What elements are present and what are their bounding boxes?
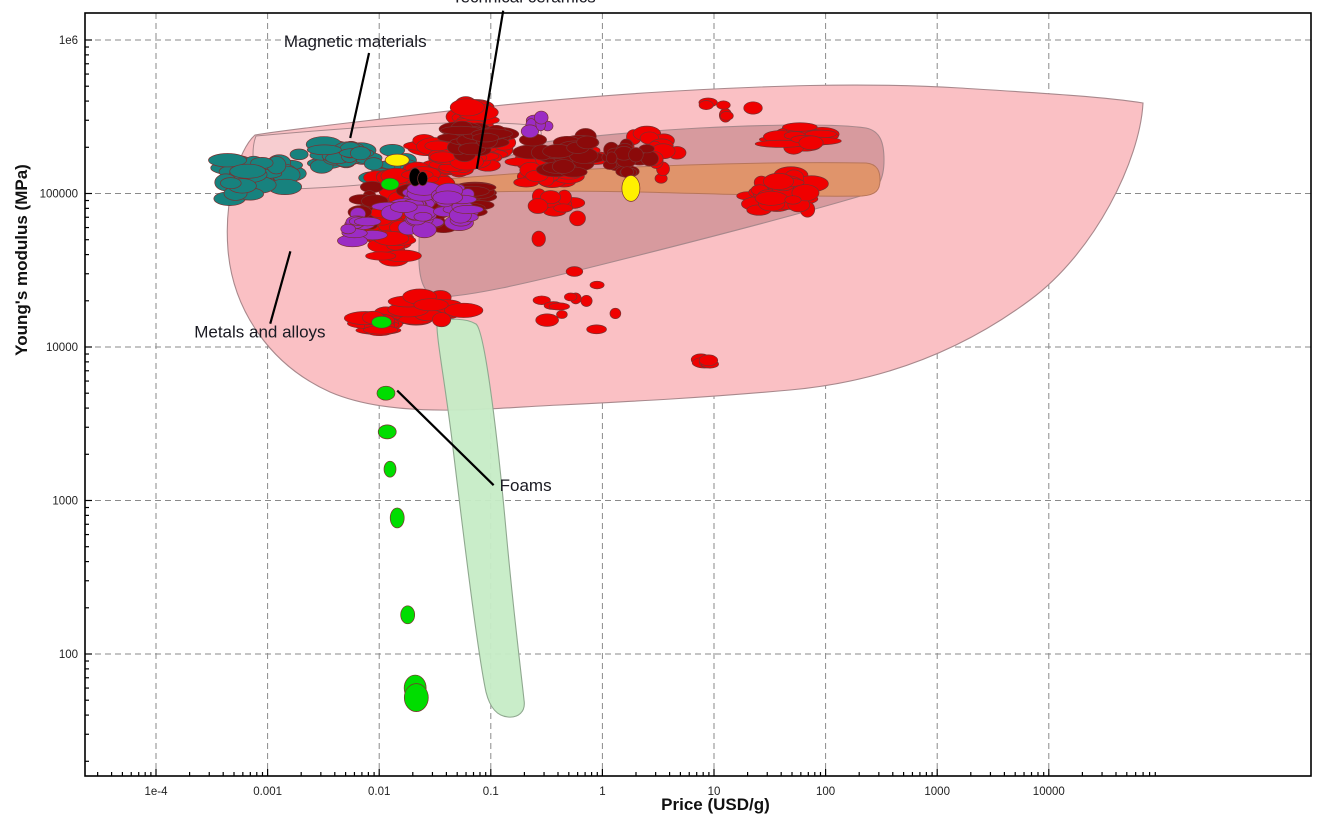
data-point	[621, 175, 641, 202]
data-point	[553, 203, 574, 213]
annotations: Magnetic materials Technical ceramics Meta…	[194, 0, 595, 495]
annotation-label: Foams	[500, 476, 552, 495]
x-tick-label: 0.001	[253, 786, 282, 798]
axis-tick-labels: 1e-4 0.001 0.01 0.1 1 10 100 1000 10000 1e6 100000…	[40, 35, 1065, 798]
plot-frame	[84, 12, 1312, 777]
data-point	[564, 292, 578, 302]
data-point	[605, 151, 618, 165]
data-point	[520, 124, 539, 139]
data-point	[628, 147, 644, 163]
data-point	[565, 266, 584, 277]
y-tick-label: 100	[59, 649, 78, 661]
data-point	[548, 302, 570, 311]
data-point	[535, 313, 559, 327]
annotation-leader-line	[269, 251, 292, 324]
data-point	[384, 153, 410, 167]
y-tick-label: 1e6	[59, 35, 78, 47]
x-tick-label: 1000	[924, 786, 950, 798]
data-point	[784, 195, 802, 205]
x-tick-label: 1e-4	[144, 786, 168, 798]
data-point	[719, 111, 734, 121]
data-point	[377, 424, 397, 440]
x-tick-label: 0.1	[483, 786, 499, 798]
x-tick-label: 10000	[1033, 786, 1065, 798]
data-point	[569, 210, 586, 227]
data-point	[431, 312, 452, 328]
data-point	[532, 295, 551, 305]
y-tick-label: 1000	[52, 496, 78, 508]
data-point	[403, 683, 429, 712]
data-point	[576, 135, 599, 150]
data-point	[289, 148, 309, 161]
data-point	[449, 98, 485, 117]
data-point	[353, 216, 382, 227]
data-point	[586, 324, 607, 335]
data-point	[413, 298, 449, 312]
data-point	[531, 230, 546, 247]
data-point	[533, 110, 549, 125]
data-point	[798, 135, 824, 151]
data-point	[472, 132, 500, 143]
data-point	[540, 190, 562, 205]
data-point	[376, 385, 396, 401]
data-point	[432, 190, 463, 205]
data-point	[208, 153, 247, 168]
data-point	[782, 122, 818, 132]
data-point	[527, 198, 549, 214]
data-bubbles	[208, 96, 842, 712]
envelope-foams	[436, 318, 525, 718]
data-point	[754, 191, 788, 206]
data-point	[400, 605, 416, 625]
data-point	[383, 460, 397, 478]
annotation-leader-line	[475, 10, 505, 169]
annotation-label: Magnetic materials	[284, 32, 427, 51]
data-point	[698, 100, 714, 111]
data-point	[444, 302, 484, 318]
data-point	[365, 251, 397, 261]
data-point	[417, 171, 428, 186]
x-tick-label: 10	[708, 786, 721, 798]
y-axis-title: Young's modulus (MPa)	[12, 164, 31, 356]
data-point	[698, 354, 719, 367]
annotation-label: Technical ceramics	[452, 0, 596, 7]
data-point	[229, 163, 267, 179]
axis-ticks	[85, 39, 1156, 776]
x-axis-title: Price (USD/g)	[661, 795, 770, 814]
data-point	[413, 211, 433, 222]
x-tick-label: 100	[816, 786, 835, 798]
data-point	[716, 100, 731, 110]
data-point	[220, 177, 242, 190]
data-point	[363, 157, 384, 171]
data-point	[371, 315, 392, 329]
data-point	[340, 223, 356, 235]
x-tick-label: 1	[599, 786, 605, 798]
data-point	[640, 150, 659, 167]
x-tick-label: 0.01	[368, 786, 390, 798]
data-point	[762, 172, 794, 190]
annotation-leader-line	[349, 52, 371, 139]
data-point	[424, 140, 451, 152]
data-point	[609, 307, 622, 320]
annotation-leader-line	[396, 389, 495, 486]
data-point	[556, 310, 568, 319]
data-point	[349, 146, 371, 161]
y-axis-title-wrap: Young's modulus (MPa)	[0, 164, 172, 356]
data-point	[452, 205, 484, 215]
x-axis-title-wrap: Price (USD/g)	[0, 795, 1321, 815]
data-point	[589, 280, 605, 290]
data-point	[306, 144, 342, 156]
data-point	[380, 177, 400, 191]
data-point	[743, 101, 763, 115]
data-point	[580, 294, 593, 307]
y-tick-label: 100000	[40, 189, 78, 201]
data-point	[552, 159, 575, 174]
data-point	[390, 200, 418, 213]
data-point	[389, 507, 405, 529]
y-tick-label: 10000	[46, 342, 78, 354]
annotation-label: Metals and alloys	[194, 323, 325, 342]
